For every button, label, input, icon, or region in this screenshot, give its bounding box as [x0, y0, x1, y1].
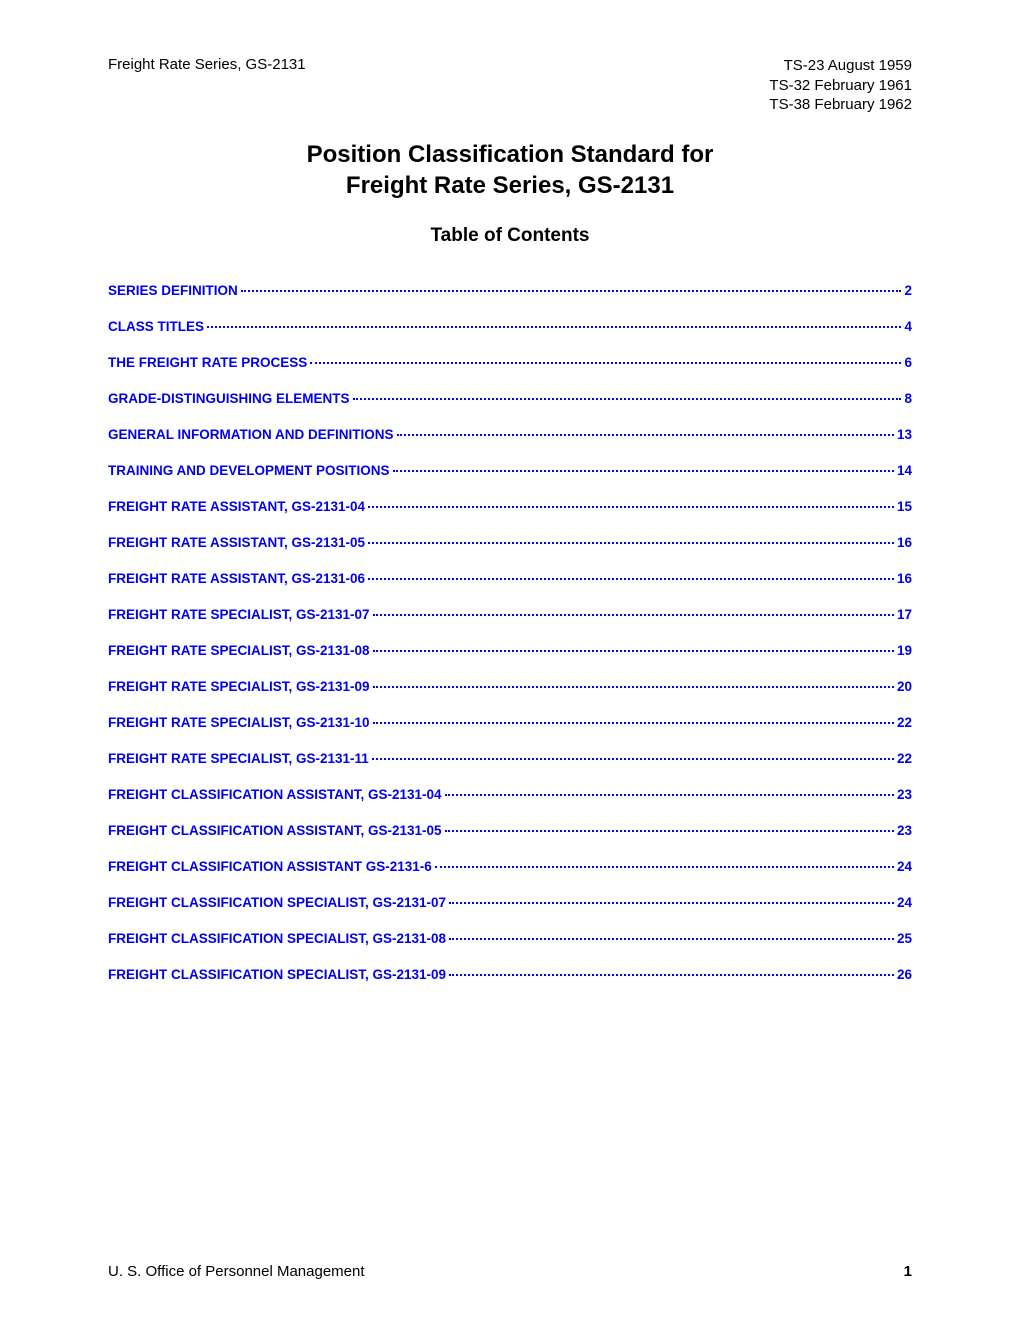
toc-leader-dots — [372, 758, 894, 760]
toc-leader-dots — [373, 722, 894, 724]
toc-entry-label: FREIGHT CLASSIFICATION SPECIALIST, GS-21… — [108, 967, 446, 982]
toc-leader-dots — [449, 974, 894, 976]
title-line-1: Position Classification Standard for — [307, 141, 714, 168]
toc-leader-dots — [445, 794, 894, 796]
toc-entry-label: THE FREIGHT RATE PROCESS — [108, 355, 307, 370]
toc-entry-label: FREIGHT RATE SPECIALIST, GS-2131-07 — [108, 607, 370, 622]
toc-entry[interactable]: FREIGHT RATE ASSISTANT, GS-2131-05 16 — [108, 535, 912, 550]
page-header: Freight Rate Series, GS-2131 TS-23 Augus… — [108, 56, 912, 115]
title-line-2: Freight Rate Series, GS-2131 — [346, 172, 674, 199]
toc-leader-dots — [445, 830, 894, 832]
toc-entry[interactable]: FREIGHT RATE SPECIALIST, GS-2131-07 17 — [108, 607, 912, 622]
toc-entry-page: 19 — [897, 643, 912, 658]
toc-entry-page: 15 — [897, 499, 912, 514]
toc-entry-label: TRAINING AND DEVELOPMENT POSITIONS — [108, 463, 390, 478]
toc-entry-page: 26 — [897, 967, 912, 982]
toc-leader-dots — [368, 506, 894, 508]
toc-leader-dots — [310, 362, 901, 364]
toc-entry-page: 22 — [897, 715, 912, 730]
toc-entry[interactable]: FREIGHT RATE ASSISTANT, GS-2131-06 16 — [108, 571, 912, 586]
toc-entry[interactable]: FREIGHT RATE SPECIALIST, GS-2131-11 22 — [108, 751, 912, 766]
toc-entry-label: FREIGHT RATE ASSISTANT, GS-2131-06 — [108, 571, 365, 586]
toc-entry-label: FREIGHT RATE SPECIALIST, GS-2131-08 — [108, 643, 370, 658]
toc-leader-dots — [393, 470, 894, 472]
toc-heading: Table of Contents — [108, 225, 912, 247]
toc-entry[interactable]: THE FREIGHT RATE PROCESS 6 — [108, 355, 912, 370]
toc-entry-label: FREIGHT RATE SPECIALIST, GS-2131-11 — [108, 751, 369, 766]
toc-entry[interactable]: FREIGHT RATE SPECIALIST, GS-2131-10 22 — [108, 715, 912, 730]
toc-entry-label: FREIGHT CLASSIFICATION SPECIALIST, GS-21… — [108, 895, 446, 910]
toc-entry-label: FREIGHT RATE SPECIALIST, GS-2131-10 — [108, 715, 370, 730]
toc-entry-page: 17 — [897, 607, 912, 622]
toc-entry-page: 16 — [897, 535, 912, 550]
toc-entry[interactable]: FREIGHT CLASSIFICATION ASSISTANT, GS-213… — [108, 823, 912, 838]
toc-entry[interactable]: FREIGHT CLASSIFICATION ASSISTANT, GS-213… — [108, 787, 912, 802]
toc-leader-dots — [368, 542, 894, 544]
toc-leader-dots — [373, 650, 894, 652]
toc-entry-page: 22 — [897, 751, 912, 766]
toc-entry[interactable]: FREIGHT RATE SPECIALIST, GS-2131-08 19 — [108, 643, 912, 658]
toc-entry[interactable]: FREIGHT RATE SPECIALIST, GS-2131-09 20 — [108, 679, 912, 694]
toc-entry[interactable]: SERIES DEFINITION 2 — [108, 283, 912, 298]
toc-entry[interactable]: FREIGHT CLASSIFICATION SPECIALIST, GS-21… — [108, 967, 912, 982]
toc-entry-label: FREIGHT RATE ASSISTANT, GS-2131-04 — [108, 499, 365, 514]
toc-entry-page: 23 — [897, 787, 912, 802]
toc-entry-label: GENERAL INFORMATION AND DEFINITIONS — [108, 427, 394, 442]
toc-entry-page: 20 — [897, 679, 912, 694]
toc-entry-page: 25 — [897, 931, 912, 946]
toc-entry[interactable]: FREIGHT CLASSIFICATION ASSISTANT GS-2131… — [108, 859, 912, 874]
header-ts-line: TS-38 February 1962 — [769, 95, 912, 115]
header-right-block: TS-23 August 1959 TS-32 February 1961 TS… — [769, 56, 912, 115]
toc-entry-label: FREIGHT CLASSIFICATION SPECIALIST, GS-21… — [108, 931, 446, 946]
toc-entry-page: 6 — [904, 355, 912, 370]
toc-entry-page: 23 — [897, 823, 912, 838]
toc-leader-dots — [449, 902, 894, 904]
toc-entry[interactable]: TRAINING AND DEVELOPMENT POSITIONS 14 — [108, 463, 912, 478]
toc-entry-label: CLASS TITLES — [108, 319, 204, 334]
toc-leader-dots — [353, 398, 902, 400]
header-left-text: Freight Rate Series, GS-2131 — [108, 56, 306, 73]
toc-entry-page: 24 — [897, 895, 912, 910]
toc-entry-label: GRADE-DISTINGUISHING ELEMENTS — [108, 391, 350, 406]
toc-entry-page: 2 — [904, 283, 912, 298]
toc-entry-label: SERIES DEFINITION — [108, 283, 238, 298]
toc-leader-dots — [435, 866, 894, 868]
toc-entry-page: 14 — [897, 463, 912, 478]
document-title: Position Classification Standard for Fre… — [108, 139, 912, 201]
toc-entry-label: FREIGHT RATE ASSISTANT, GS-2131-05 — [108, 535, 365, 550]
toc-entry-label: FREIGHT CLASSIFICATION ASSISTANT, GS-213… — [108, 823, 442, 838]
toc-entry[interactable]: GRADE-DISTINGUISHING ELEMENTS 8 — [108, 391, 912, 406]
toc-entry-label: FREIGHT RATE SPECIALIST, GS-2131-09 — [108, 679, 370, 694]
toc-entry[interactable]: CLASS TITLES 4 — [108, 319, 912, 334]
toc-entry-label: FREIGHT CLASSIFICATION ASSISTANT, GS-213… — [108, 787, 442, 802]
toc-leader-dots — [397, 434, 894, 436]
toc-leader-dots — [373, 614, 894, 616]
toc-entry-page: 8 — [904, 391, 912, 406]
toc-entry-page: 16 — [897, 571, 912, 586]
toc-entry-page: 24 — [897, 859, 912, 874]
toc-leader-dots — [207, 326, 901, 328]
toc-entry-page: 4 — [904, 319, 912, 334]
toc-leader-dots — [373, 686, 894, 688]
toc-leader-dots — [449, 938, 894, 940]
toc-leader-dots — [368, 578, 894, 580]
footer-page-number: 1 — [904, 1263, 912, 1280]
toc-entry-page: 13 — [897, 427, 912, 442]
toc-leader-dots — [241, 290, 902, 292]
toc-entry[interactable]: GENERAL INFORMATION AND DEFINITIONS 13 — [108, 427, 912, 442]
toc-entry[interactable]: FREIGHT CLASSIFICATION SPECIALIST, GS-21… — [108, 895, 912, 910]
toc-entry-label: FREIGHT CLASSIFICATION ASSISTANT GS-2131… — [108, 859, 432, 874]
toc-entry[interactable]: FREIGHT CLASSIFICATION SPECIALIST, GS-21… — [108, 931, 912, 946]
toc-list: SERIES DEFINITION 2 CLASS TITLES 4 THE FREIG… — [108, 283, 912, 982]
header-ts-line: TS-32 February 1961 — [769, 76, 912, 96]
footer-org: U. S. Office of Personnel Management — [108, 1263, 365, 1280]
page-footer: U. S. Office of Personnel Management 1 — [108, 1263, 912, 1280]
toc-entry[interactable]: FREIGHT RATE ASSISTANT, GS-2131-04 15 — [108, 499, 912, 514]
header-ts-line: TS-23 August 1959 — [769, 56, 912, 76]
